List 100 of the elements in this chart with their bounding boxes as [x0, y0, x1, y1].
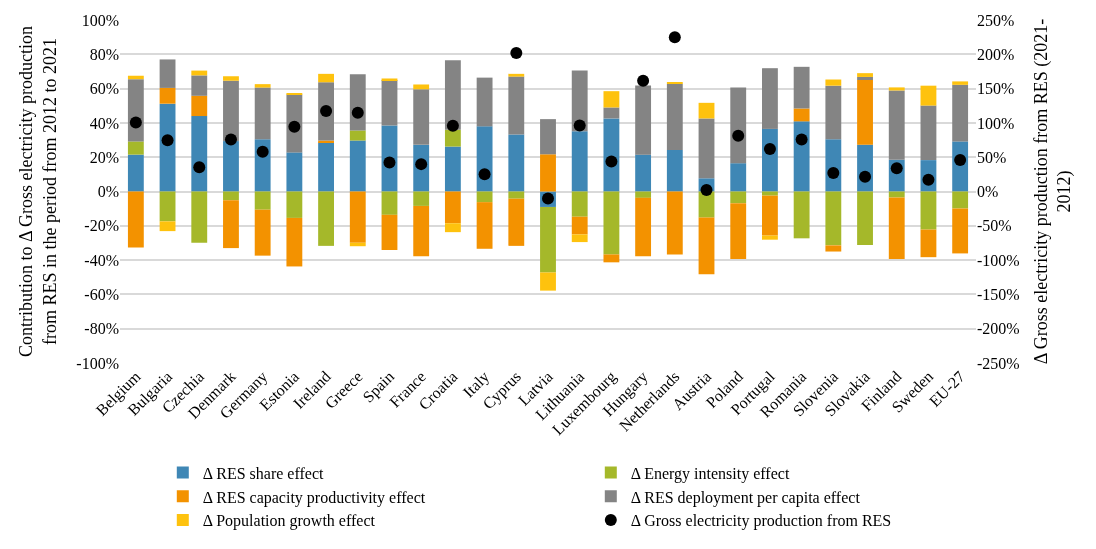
bar	[191, 191, 208, 243]
bar	[762, 195, 778, 236]
bar	[223, 191, 239, 201]
bar	[476, 77, 493, 127]
point	[161, 134, 174, 147]
bar	[666, 83, 683, 150]
bar	[349, 140, 366, 192]
bar	[603, 118, 620, 192]
bar	[381, 191, 398, 215]
bar	[698, 118, 715, 179]
bar	[286, 152, 303, 192]
bar	[444, 60, 461, 130]
bar	[444, 129, 461, 147]
y2-axis-title: Δ Gross electricity production from RES (2021- 2012)	[1030, 18, 1076, 365]
y2-tick-label: -100%	[977, 251, 1020, 269]
y-tick-label: -80%	[84, 320, 119, 338]
y2-tick-label: -150%	[977, 286, 1020, 303]
bar	[825, 191, 842, 246]
bar	[413, 205, 430, 257]
point	[700, 183, 713, 196]
bar	[635, 197, 652, 257]
y2-tick-label: 100%	[977, 114, 1015, 132]
y-tick-label: -40%	[84, 251, 119, 269]
point	[383, 156, 396, 169]
bar	[730, 203, 747, 260]
point	[288, 120, 301, 133]
bar	[698, 102, 715, 119]
bar	[191, 116, 208, 192]
bar	[571, 131, 588, 192]
legend-label: Δ RES capacity productivity effect	[202, 488, 426, 507]
bar	[952, 81, 969, 85]
legend-label: Δ Gross electricity production from RES	[630, 512, 892, 531]
bar	[191, 95, 208, 117]
point	[351, 106, 364, 119]
bar	[793, 121, 810, 192]
bar	[159, 221, 176, 232]
y-tick-label: 40%	[89, 114, 119, 132]
point	[129, 116, 142, 129]
point	[510, 47, 523, 60]
y-tick-label: -60%	[84, 286, 119, 303]
bar	[888, 197, 905, 260]
bar	[952, 84, 969, 142]
bar	[381, 214, 398, 250]
bar	[318, 191, 334, 246]
bar	[444, 191, 461, 224]
bar	[730, 87, 747, 164]
y2-tick-label: 0%	[977, 183, 999, 201]
bar	[191, 75, 208, 96]
bar	[888, 191, 905, 198]
bar	[508, 76, 525, 135]
bar	[254, 84, 271, 88]
point	[859, 170, 872, 183]
bar	[762, 68, 778, 129]
bar	[571, 191, 588, 217]
bar	[413, 89, 430, 145]
legend-label: Δ Population growth effect	[202, 512, 376, 531]
y-tick-label: -20%	[84, 217, 119, 235]
bar	[603, 107, 620, 119]
y2-tick-label: 50%	[977, 148, 1007, 166]
bar	[793, 108, 810, 122]
point	[224, 133, 237, 146]
bar	[540, 119, 556, 155]
point	[256, 145, 269, 158]
bar	[286, 191, 303, 218]
bar	[318, 142, 334, 192]
y2-tick-label: -250%	[977, 354, 1020, 372]
bar	[508, 73, 525, 77]
bar	[888, 87, 905, 91]
bar	[413, 191, 430, 206]
bar	[571, 216, 588, 235]
bar	[444, 146, 461, 192]
bar	[254, 209, 271, 256]
bar	[159, 191, 176, 222]
bar	[476, 191, 493, 203]
bar	[476, 202, 493, 249]
bar	[444, 223, 461, 233]
y-tick-label: -100%	[76, 354, 119, 372]
y2-tick-label: -50%	[977, 217, 1012, 235]
legend-label: Δ RES deployment per capita effect	[630, 488, 861, 507]
bar	[159, 87, 176, 104]
bar	[793, 66, 810, 109]
y-axis-title: Contribution to Δ Gross electricity production from RES in the period from 2012 to 2021	[16, 25, 60, 358]
legend-label: Δ Energy intensity effect	[630, 464, 790, 483]
bar	[603, 191, 620, 255]
y2-tick-label: 250%	[977, 11, 1015, 29]
bar	[223, 200, 239, 249]
bar	[857, 76, 873, 81]
bar	[952, 191, 969, 209]
point	[668, 31, 681, 44]
bar	[508, 191, 525, 199]
bar	[286, 217, 303, 267]
bar	[666, 150, 683, 192]
point	[320, 104, 333, 117]
y-tick-label: 0%	[97, 183, 119, 201]
bar	[127, 191, 144, 248]
bar	[159, 59, 176, 88]
y-tick-label: 80%	[89, 45, 119, 63]
bar	[254, 191, 271, 210]
bar	[857, 191, 873, 246]
bar	[603, 254, 620, 263]
